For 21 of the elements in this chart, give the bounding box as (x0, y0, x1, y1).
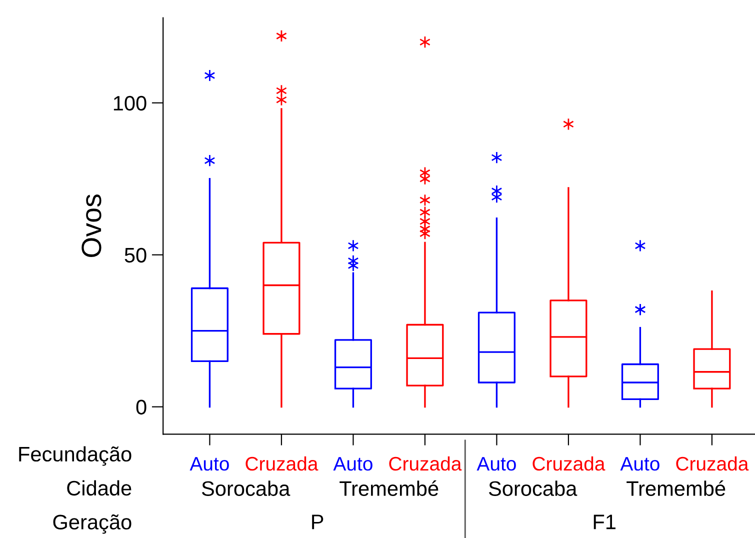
text: Tremembé (626, 480, 726, 496)
x-tick-label: Cruzada (246, 456, 318, 471)
y-tick-label: 100 (114, 96, 146, 111)
x-tick-label: Auto (620, 457, 660, 471)
text: Cidade (67, 480, 132, 496)
x-tick-label: Cruzada (532, 456, 606, 471)
text: Tremembé (340, 480, 438, 496)
x-tick-label: Cruzada (389, 456, 462, 471)
text: P (312, 514, 324, 530)
y-axis-title: Ovos (82, 194, 102, 258)
x-tick-label: Auto (333, 457, 372, 471)
text: F1 (594, 514, 616, 530)
x-tick-label: Auto (190, 457, 229, 471)
y-tick-label: 50 (124, 248, 146, 263)
text: Sorocaba (202, 480, 290, 496)
x-tick-label: Auto (476, 457, 516, 471)
text: Sorocaba (488, 480, 578, 496)
text: Geração (53, 514, 132, 534)
x-tick-label: Cruzada (676, 456, 749, 471)
text: Fecundação (19, 446, 132, 466)
y-tick-label: 0 (136, 400, 146, 415)
